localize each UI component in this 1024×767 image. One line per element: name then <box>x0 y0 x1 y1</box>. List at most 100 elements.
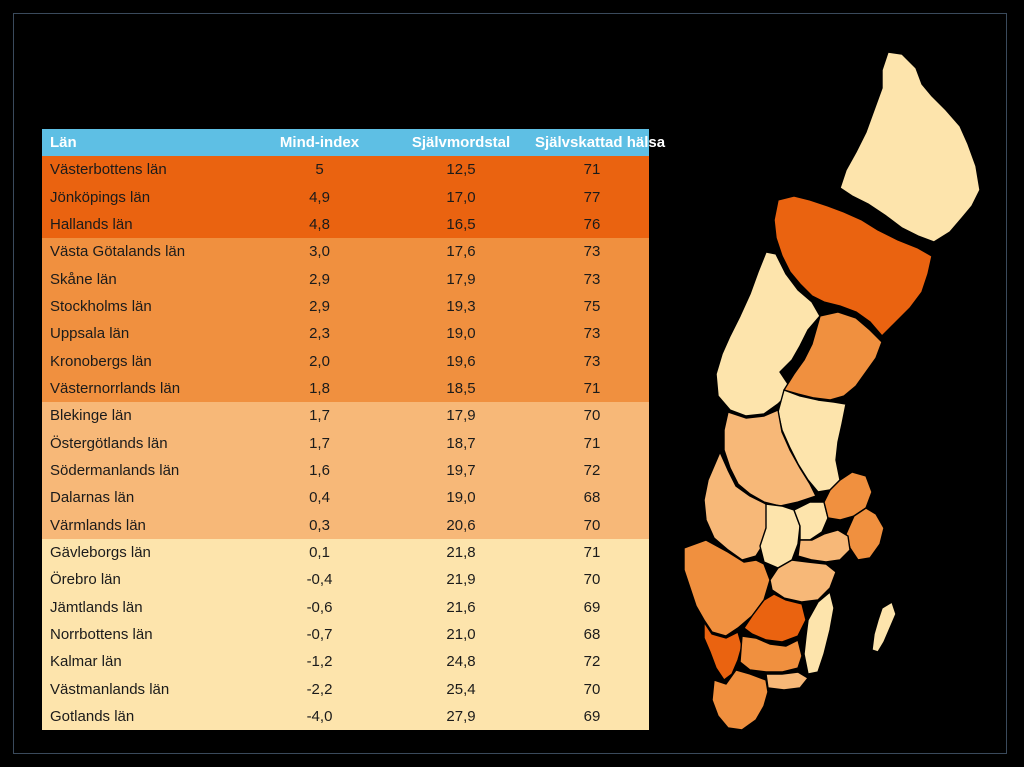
map-region-skane[interactable] <box>711 669 769 731</box>
header-sjalvmordstal[interactable]: Självmordstal <box>387 129 535 156</box>
table-row[interactable]: Kalmar län -1,2 24,8 72 <box>42 648 649 676</box>
map-region-dalarna[interactable] <box>723 409 817 507</box>
cell-sjalvmordstal: 19,7 <box>387 456 535 485</box>
table-row[interactable]: Västerbottens län 5 12,5 71 <box>42 156 649 184</box>
cell-mind-index: 3,0 <box>252 238 387 266</box>
map-region-vastmanland[interactable] <box>793 501 829 541</box>
cell-lan: Östergötlands län <box>42 429 252 457</box>
cell-sjalvskattad-halsa: 70 <box>535 675 649 703</box>
cell-lan: Kalmar län <box>42 648 252 676</box>
map-region-jonkoping[interactable] <box>743 593 807 643</box>
cell-lan: Västmanlands län <box>42 675 252 703</box>
table-row[interactable]: Gotlands län -4,0 27,9 69 <box>42 702 649 731</box>
cell-sjalvskattad-halsa: 71 <box>535 374 649 403</box>
table-row[interactable]: Örebro län -0,4 21,9 70 <box>42 566 649 594</box>
cell-sjalvmordstal: 18,7 <box>387 429 535 457</box>
map-region-blekinge[interactable] <box>765 671 809 691</box>
cell-sjalvskattad-halsa: 69 <box>535 593 649 621</box>
cell-lan: Hallands län <box>42 210 252 239</box>
map-region-halland[interactable] <box>703 621 743 681</box>
cell-sjalvmordstal: 21,9 <box>387 566 535 594</box>
table-row[interactable]: Jönköpings län 4,9 17,0 77 <box>42 183 649 211</box>
cell-sjalvskattad-halsa: 68 <box>535 484 649 512</box>
table-row[interactable]: Skåne län 2,9 17,9 73 <box>42 265 649 293</box>
cell-lan: Uppsala län <box>42 320 252 348</box>
table-row[interactable]: Östergötlands län 1,7 18,7 71 <box>42 429 649 457</box>
cell-sjalvskattad-halsa: 77 <box>535 183 649 211</box>
cell-sjalvmordstal: 18,5 <box>387 374 535 403</box>
map-region-orebro[interactable] <box>759 503 801 569</box>
header-lan[interactable]: Län <box>42 129 252 156</box>
cell-sjalvmordstal: 24,8 <box>387 648 535 676</box>
cell-sjalvskattad-halsa: 71 <box>535 538 649 567</box>
cell-sjalvskattad-halsa: 68 <box>535 620 649 649</box>
table-row[interactable]: Blekinge län 1,7 17,9 70 <box>42 402 649 430</box>
cell-sjalvmordstal: 20,6 <box>387 511 535 539</box>
map-region-vasterbotten[interactable] <box>773 195 933 337</box>
map-region-kronoberg[interactable] <box>739 635 803 673</box>
table-row[interactable]: Västmanlands län -2,2 25,4 70 <box>42 675 649 703</box>
table-row[interactable]: Norrbottens län -0,7 21,0 68 <box>42 620 649 649</box>
map-region-gotland[interactable] <box>871 601 897 653</box>
cell-lan: Jönköpings län <box>42 183 252 211</box>
cell-mind-index: 4,9 <box>252 183 387 211</box>
cell-sjalvmordstal: 21,8 <box>387 538 535 567</box>
cell-sjalvmordstal: 12,5 <box>387 156 535 184</box>
cell-lan: Södermanlands län <box>42 456 252 485</box>
cell-mind-index: 2,9 <box>252 292 387 321</box>
header-mind-index[interactable]: Mind-index <box>252 129 387 156</box>
cell-sjalvmordstal: 21,6 <box>387 593 535 621</box>
cell-sjalvskattad-halsa: 69 <box>535 702 649 731</box>
map-region-kalmar[interactable] <box>803 591 835 675</box>
cell-mind-index: 1,8 <box>252 374 387 403</box>
table-row[interactable]: Jämtlands län -0,6 21,6 69 <box>42 593 649 621</box>
map-region-sodermanland[interactable] <box>797 529 851 563</box>
cell-mind-index: -1,2 <box>252 648 387 676</box>
table-row[interactable]: Hallands län 4,8 16,5 76 <box>42 210 649 239</box>
cell-sjalvskattad-halsa: 71 <box>535 429 649 457</box>
map-region-jamtland[interactable] <box>715 251 821 417</box>
cell-lan: Värmlands län <box>42 511 252 539</box>
table-row[interactable]: Värmlands län 0,3 20,6 70 <box>42 511 649 539</box>
cell-sjalvskattad-halsa: 73 <box>535 238 649 266</box>
cell-lan: Skåne län <box>42 265 252 293</box>
cell-mind-index: 5 <box>252 156 387 184</box>
table-row[interactable]: Uppsala län 2,3 19,0 73 <box>42 320 649 348</box>
cell-sjalvskattad-halsa: 73 <box>535 320 649 348</box>
table-row[interactable]: Kronobergs län 2,0 19,6 73 <box>42 347 649 375</box>
cell-sjalvskattad-halsa: 70 <box>535 511 649 539</box>
cell-mind-index: 1,7 <box>252 402 387 430</box>
cell-sjalvmordstal: 19,0 <box>387 320 535 348</box>
cell-mind-index: 0,3 <box>252 511 387 539</box>
map-region-varmland[interactable] <box>703 451 771 561</box>
county-table: Län Mind-index Självmordstal Självskatta… <box>42 129 665 731</box>
cell-mind-index: 2,3 <box>252 320 387 348</box>
cell-sjalvskattad-halsa: 71 <box>535 156 649 184</box>
cell-lan: Kronobergs län <box>42 347 252 375</box>
table-body: Västerbottens län 5 12,5 71 Jönköpings län 4,… <box>42 156 649 731</box>
cell-sjalvskattad-halsa: 76 <box>535 210 649 239</box>
table-row[interactable]: Gävleborgs län 0,1 21,8 71 <box>42 538 649 567</box>
map-region-ostergotland[interactable] <box>769 559 837 603</box>
cell-mind-index: -2,2 <box>252 675 387 703</box>
cell-lan: Gotlands län <box>42 702 252 731</box>
cell-mind-index: 2,9 <box>252 265 387 293</box>
header-sjalvskattad-halsa[interactable]: Självskattad hälsa <box>535 129 665 156</box>
cell-sjalvskattad-halsa: 70 <box>535 402 649 430</box>
cell-lan: Västernorrlands län <box>42 374 252 403</box>
cell-mind-index: 2,0 <box>252 347 387 375</box>
cell-sjalvskattad-halsa: 72 <box>535 648 649 676</box>
cell-sjalvmordstal: 17,6 <box>387 238 535 266</box>
table-row[interactable]: Västa Götalands län 3,0 17,6 73 <box>42 238 649 266</box>
cell-mind-index: -0,6 <box>252 593 387 621</box>
cell-sjalvskattad-halsa: 70 <box>535 566 649 594</box>
map-region-vasternorrland[interactable] <box>783 311 883 401</box>
cell-mind-index: -0,7 <box>252 620 387 649</box>
map-region-norrbotten[interactable] <box>839 51 981 243</box>
table-row[interactable]: Södermanlands län 1,6 19,7 72 <box>42 456 649 485</box>
cell-lan: Västa Götalands län <box>42 238 252 266</box>
table-row[interactable]: Dalarnas län 0,4 19,0 68 <box>42 484 649 512</box>
table-row[interactable]: Stockholms län 2,9 19,3 75 <box>42 292 649 321</box>
cell-sjalvmordstal: 21,0 <box>387 620 535 649</box>
table-row[interactable]: Västernorrlands län 1,8 18,5 71 <box>42 374 649 403</box>
